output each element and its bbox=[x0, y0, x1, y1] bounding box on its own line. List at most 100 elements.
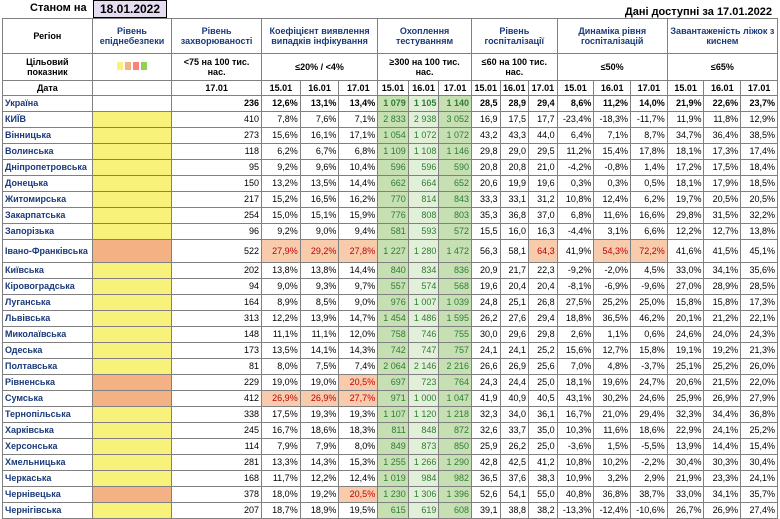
region-name: Закарпатська bbox=[2, 207, 93, 224]
oxygen-value: 11,9% bbox=[666, 111, 705, 128]
oxygen-value: 18,1% bbox=[666, 143, 705, 160]
positivity-value: 13,9% bbox=[299, 310, 340, 327]
hosp-dynamics-value: 25,2% bbox=[593, 294, 632, 311]
oxygen-value: 27,0% bbox=[666, 278, 705, 295]
hosp-dynamics-value: 1,1% bbox=[593, 326, 632, 343]
hosp-value: 24,8 bbox=[470, 294, 501, 311]
positivity-value: 13,8% bbox=[299, 262, 340, 279]
hosp-dynamics-value: -9,2% bbox=[556, 262, 595, 279]
level-indicator bbox=[91, 438, 173, 455]
table-row: Чернігівська 207 18,7% 18,9% 19,5% 615 619 608 3… bbox=[2, 502, 778, 519]
hosp-value: 20,4 bbox=[528, 278, 558, 295]
region-name: Вінницька bbox=[2, 127, 93, 144]
oxygen-value: 25,2% bbox=[703, 358, 742, 375]
level-indicator bbox=[91, 294, 173, 311]
region-name: Херсонська bbox=[2, 438, 93, 455]
hosp-value: 36,8 bbox=[499, 207, 530, 224]
table-row: Кіровоградська 94 9,0% 9,3% 9,7% 557 574 568 19,… bbox=[2, 278, 778, 295]
oxygen-value: 12,9% bbox=[740, 111, 778, 128]
hosp-dynamics-value: 0,5% bbox=[630, 175, 668, 192]
table-row: Київська 202 13,8% 13,8% 14,4% 840 834 836 20,9 2… bbox=[2, 262, 778, 279]
testing-value: 1 306 bbox=[407, 486, 440, 503]
oxygen-value: 19,2% bbox=[703, 342, 742, 359]
positivity-value: 29,2% bbox=[299, 239, 340, 263]
testing-value: 758 bbox=[377, 326, 409, 343]
oxygen-value: 25,1% bbox=[666, 358, 705, 375]
level-indicator bbox=[91, 390, 173, 407]
region-name: Україна bbox=[2, 95, 93, 112]
hosp-value: 29,6 bbox=[499, 326, 530, 343]
positivity-value: 7,9% bbox=[260, 438, 301, 455]
date-oxy-3: 17.01 bbox=[740, 80, 778, 96]
hosp-value: 33,3 bbox=[470, 191, 501, 208]
oxygen-value: 26,9% bbox=[703, 390, 742, 407]
positivity-value: 7,5% bbox=[299, 358, 340, 375]
oxygen-value: 24,1% bbox=[703, 422, 742, 439]
positivity-value: 15,6% bbox=[260, 127, 301, 144]
testing-value: 848 bbox=[407, 422, 440, 439]
positivity-value: 18,9% bbox=[299, 502, 340, 519]
table-row: Вінницька 273 15,6% 16,1% 17,1% 1 054 1 072 1 0… bbox=[2, 127, 778, 144]
hosp-value: 32,3 bbox=[470, 406, 501, 423]
positivity-value: 10,4% bbox=[338, 159, 379, 176]
region-name: Луганська bbox=[2, 294, 93, 311]
data-available-note: Дані доступні за 17.01.2022 bbox=[625, 6, 772, 18]
hosp-dynamics-value: 40,8% bbox=[556, 486, 595, 503]
hosp-dynamics-value: 38,7% bbox=[630, 486, 668, 503]
hosp-value: 35,3 bbox=[470, 207, 501, 224]
oxygen-value: 35,6% bbox=[740, 262, 778, 279]
oxygen-value: 36,8% bbox=[740, 406, 778, 423]
as-of-label: Станом на bbox=[30, 2, 87, 14]
positivity-value: 16,5% bbox=[299, 191, 340, 208]
hosp-value: 44,0 bbox=[528, 127, 558, 144]
level-indicator bbox=[91, 239, 173, 263]
positivity-value: 12,0% bbox=[338, 326, 379, 343]
hosp-value: 20,8 bbox=[470, 159, 501, 176]
hosp-dynamics-value: 18,8% bbox=[556, 310, 595, 327]
positivity-value: 12,6% bbox=[260, 95, 301, 112]
testing-value: 557 bbox=[377, 278, 409, 295]
region-name: Кіровоградська bbox=[2, 278, 93, 295]
testing-value: 843 bbox=[438, 191, 472, 208]
hosp-dynamics-value: 7,1% bbox=[593, 127, 632, 144]
header-hosp: Рівень госпіталізації bbox=[470, 18, 558, 54]
hosp-dynamics-value: 0,6% bbox=[630, 326, 668, 343]
positivity-value: 19,0% bbox=[260, 374, 301, 391]
positivity-value: 7,1% bbox=[338, 111, 379, 128]
testing-value: 1 290 bbox=[438, 454, 472, 471]
testing-value: 776 bbox=[377, 207, 409, 224]
hosp-value: 19,9 bbox=[499, 175, 530, 192]
positivity-value: 19,2% bbox=[299, 486, 340, 503]
level-indicator bbox=[91, 470, 173, 487]
oxygen-value: 21,3% bbox=[740, 342, 778, 359]
hosp-value: 28,5 bbox=[470, 95, 501, 112]
oxygen-value: 17,9% bbox=[703, 175, 742, 192]
level-indicator bbox=[91, 406, 173, 423]
hosp-value: 24,4 bbox=[499, 374, 530, 391]
hosp-dynamics-value: 1,4% bbox=[630, 159, 668, 176]
hosp-value: 37,6 bbox=[499, 470, 530, 487]
available-date: 17.01.2022 bbox=[716, 6, 772, 18]
positivity-value: 13,3% bbox=[260, 454, 301, 471]
hosp-value: 64,3 bbox=[528, 239, 558, 263]
hosp-dynamics-value: 4,8% bbox=[593, 358, 632, 375]
table-row: Закарпатська 254 15,0% 15,1% 15,9% 776 808 803 3… bbox=[2, 207, 778, 224]
hosp-value: 52,6 bbox=[470, 486, 501, 503]
positivity-value: 8,0% bbox=[338, 438, 379, 455]
positivity-value: 13,5% bbox=[299, 175, 340, 192]
hosp-dynamics-value: 41,9% bbox=[556, 239, 595, 263]
oxygen-value: 27,4% bbox=[740, 502, 778, 519]
oxygen-value: 24,6% bbox=[666, 326, 705, 343]
hosp-value: 21,7 bbox=[499, 262, 530, 279]
table-row: Львівська 313 12,2% 13,9% 14,7% 1 454 1 486 1 5… bbox=[2, 310, 778, 327]
oxygen-value: 28,9% bbox=[703, 278, 742, 295]
oxygen-value: 38,5% bbox=[740, 127, 778, 144]
hosp-value: 17,7 bbox=[528, 111, 558, 128]
positivity-value: 13,4% bbox=[338, 95, 379, 112]
hosp-dynamics-value: 27,5% bbox=[556, 294, 595, 311]
oxygen-value: 12,7% bbox=[703, 223, 742, 240]
hosp-dynamics-value: 25,0% bbox=[630, 294, 668, 311]
date-oxy-1: 15.01 bbox=[666, 80, 705, 96]
incidence-value: 118 bbox=[171, 143, 262, 160]
testing-value: 2 064 bbox=[377, 358, 409, 375]
